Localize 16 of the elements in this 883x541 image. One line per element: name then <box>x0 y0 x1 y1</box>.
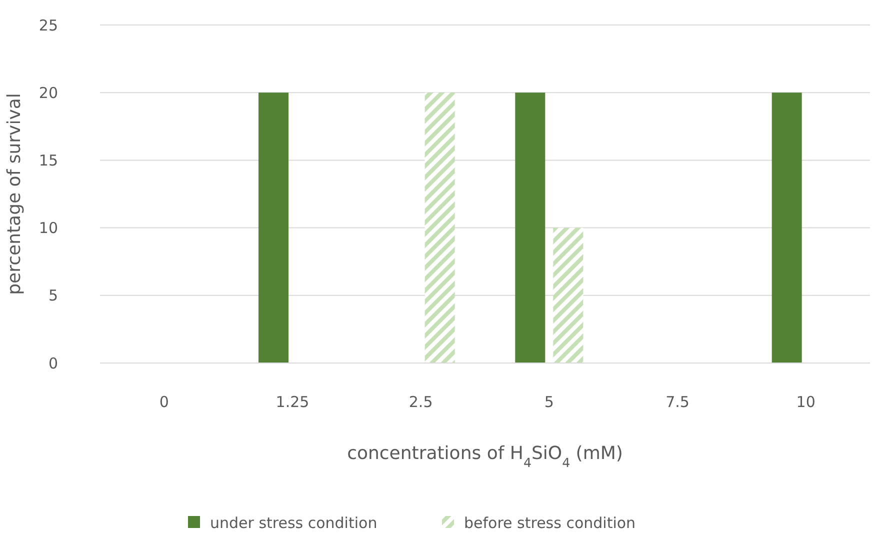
x-tick-label: 1.25 <box>276 393 310 411</box>
y-axis-title: percentage of survival <box>4 93 25 295</box>
y-tick-label: 15 <box>38 151 58 170</box>
x-tick-label: 7.5 <box>666 393 690 411</box>
x-axis-title: concentrations of H$_{4}$SiO$_{4}$ (mM) <box>347 443 623 470</box>
legend-label: under stress condition <box>210 514 378 532</box>
y-tick-label: 10 <box>38 219 58 238</box>
y-tick-label: 0 <box>48 354 58 372</box>
x-tick-label: 0 <box>159 393 169 411</box>
legend-label: before stress condition <box>464 514 636 532</box>
x-tick-label: 2.5 <box>408 393 433 411</box>
x-tick-label: 10 <box>796 393 816 411</box>
y-tick-label: 25 <box>38 16 58 34</box>
y-tick-label: 20 <box>38 84 58 102</box>
x-tick-label: 5 <box>544 393 554 411</box>
y-tick-label: 5 <box>48 286 58 305</box>
